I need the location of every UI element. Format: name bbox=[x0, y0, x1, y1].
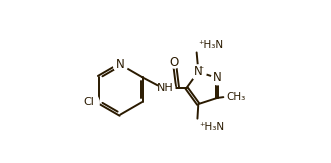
Text: NH: NH bbox=[157, 83, 174, 93]
Text: N: N bbox=[116, 58, 125, 71]
Text: ⁺H₃N: ⁺H₃N bbox=[199, 122, 224, 132]
Text: N: N bbox=[213, 72, 221, 84]
Text: CH₃: CH₃ bbox=[226, 92, 246, 102]
Text: ⁺H₃N: ⁺H₃N bbox=[199, 40, 224, 50]
Text: N: N bbox=[194, 65, 203, 78]
Text: Cl: Cl bbox=[84, 97, 95, 107]
Text: ⁻: ⁻ bbox=[199, 66, 204, 75]
Text: O: O bbox=[170, 56, 179, 69]
